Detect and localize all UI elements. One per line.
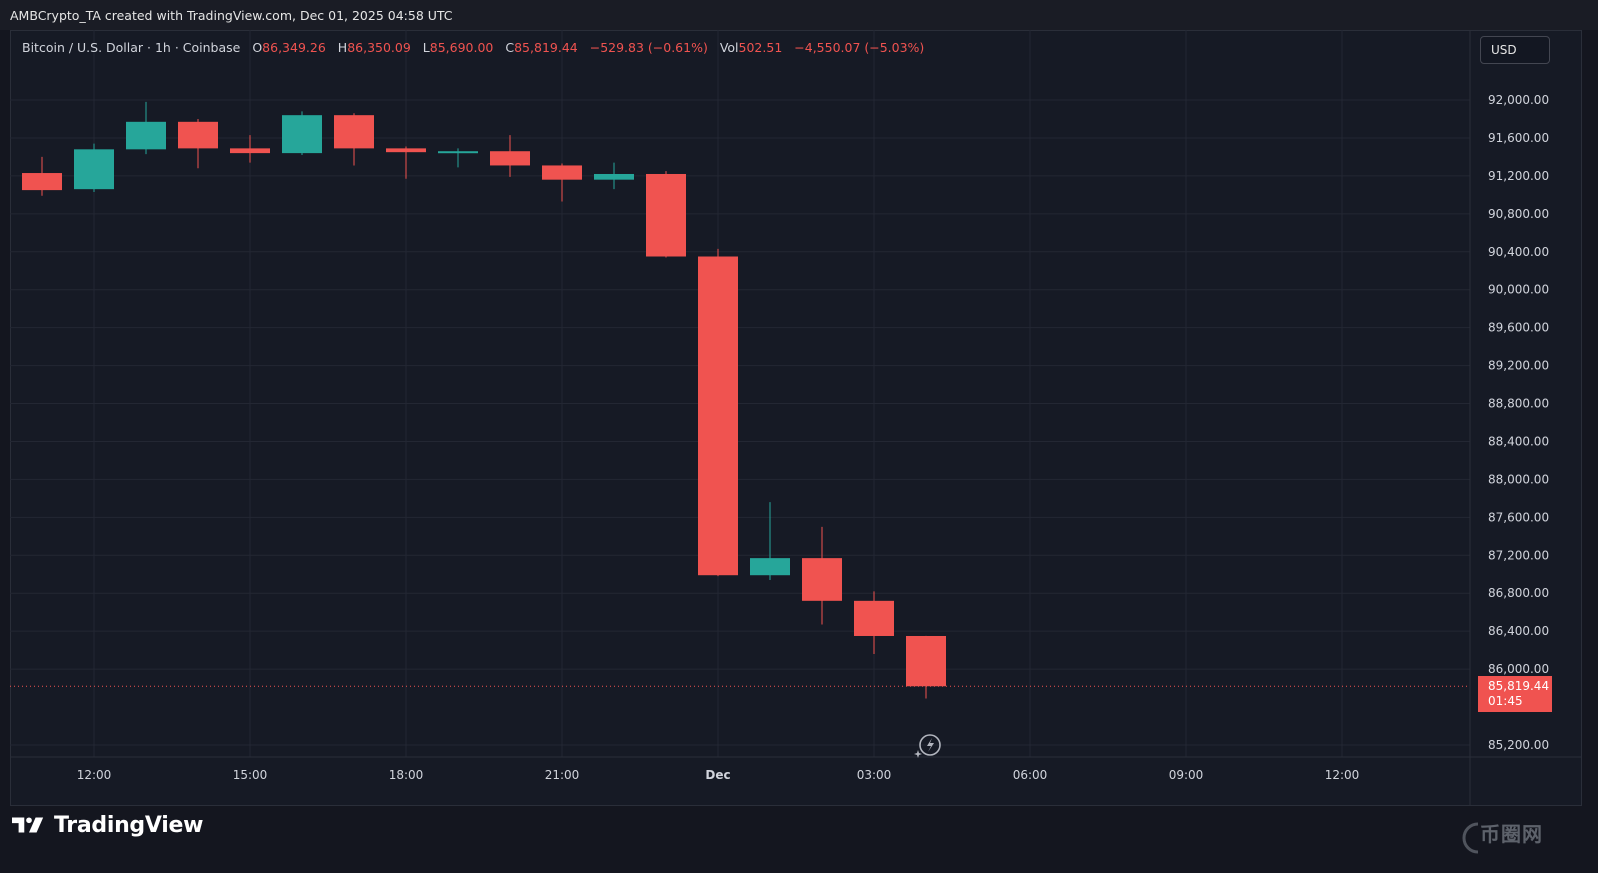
candle-bullish[interactable] xyxy=(282,111,322,156)
candle-body xyxy=(802,558,842,601)
candle-body xyxy=(542,165,582,180)
high-value: 86,350.09 xyxy=(347,40,411,55)
candle-body xyxy=(126,121,166,150)
candle-bullish[interactable] xyxy=(126,101,166,155)
price-tick-label: 85,200.00 xyxy=(1488,738,1549,752)
price-tick-label: 88,400.00 xyxy=(1488,434,1549,448)
price-tick-label: 92,000.00 xyxy=(1488,93,1549,107)
time-axis-labels[interactable]: 12:00 15:00 18:00 21:00 Dec 03:00 06:00 09:00 12… xyxy=(77,768,1360,782)
time-tick-label: 15:00 xyxy=(233,768,268,782)
price-tick-label: 86,000.00 xyxy=(1488,662,1549,676)
candle-bearish[interactable] xyxy=(698,248,738,577)
candle-body xyxy=(646,173,686,257)
tradingview-brand[interactable]: TradingView xyxy=(12,812,203,838)
currency-button[interactable]: USD xyxy=(1480,36,1550,64)
bar-countdown: 01:45 xyxy=(1488,694,1523,708)
candle-body xyxy=(750,558,790,576)
price-axis-labels[interactable]: 85,200.00 86,000.00 86,400.00 86,800.00 87,2… xyxy=(1488,93,1549,752)
watermark-text: 币圈网 xyxy=(1480,822,1543,846)
candle-bearish[interactable] xyxy=(542,163,582,202)
price-tick-label: 87,200.00 xyxy=(1488,548,1549,562)
time-tick-label: 12:00 xyxy=(77,768,112,782)
candle-bullish[interactable] xyxy=(750,502,790,580)
price-tick-label: 89,600.00 xyxy=(1488,321,1549,335)
price-tick-label: 90,000.00 xyxy=(1488,283,1549,297)
volume-value: 502.51 xyxy=(738,40,783,55)
time-tick-label: Dec xyxy=(705,768,730,782)
candle-body xyxy=(698,256,738,576)
open-value: 86,349.26 xyxy=(262,40,326,55)
candle-bullish[interactable] xyxy=(594,162,634,190)
time-tick-label: 03:00 xyxy=(857,768,892,782)
candle-body xyxy=(490,151,530,166)
volume-label: Vol xyxy=(719,40,739,55)
candle-body xyxy=(178,121,218,149)
price-tick-label: 90,800.00 xyxy=(1488,207,1549,221)
candle-body xyxy=(282,115,322,154)
candle-bearish[interactable] xyxy=(490,135,530,177)
candle-bearish[interactable] xyxy=(646,171,686,258)
last-price-value: 85,819.44 xyxy=(1488,679,1550,693)
change-value: −529.83 (−0.61%) xyxy=(589,40,708,55)
candle-body xyxy=(74,149,114,190)
candle-bearish[interactable] xyxy=(230,135,270,163)
grid-lines xyxy=(10,30,1470,757)
open-label: O xyxy=(252,40,263,55)
candle-bearish[interactable] xyxy=(906,635,946,699)
candle-body xyxy=(906,635,946,687)
time-tick-label: 18:00 xyxy=(389,768,424,782)
candle-bullish[interactable] xyxy=(74,143,114,193)
price-tick-label: 88,000.00 xyxy=(1488,472,1549,486)
candles xyxy=(10,101,1470,699)
high-label: H xyxy=(337,40,348,55)
price-tick-label: 86,800.00 xyxy=(1488,586,1549,600)
candle-body xyxy=(22,173,62,191)
price-tick-label: 89,200.00 xyxy=(1488,359,1549,373)
symbol-label[interactable]: Bitcoin / U.S. Dollar · 1h · Coinbase xyxy=(22,40,241,55)
candle-body xyxy=(438,151,478,154)
candle-body xyxy=(334,115,374,149)
tradingview-logo-icon xyxy=(12,817,44,833)
attribution-bar: AMBCrypto_TA created with TradingView.co… xyxy=(0,0,1598,30)
candle-body xyxy=(854,600,894,636)
ohlc-legend: Bitcoin / U.S. Dollar · 1h · Coinbase O8… xyxy=(22,40,924,55)
candle-bearish[interactable] xyxy=(386,146,426,179)
price-tick-label: 90,400.00 xyxy=(1488,245,1549,259)
attribution-text: AMBCrypto_TA created with TradingView.co… xyxy=(10,8,453,23)
price-tick-label: 87,600.00 xyxy=(1488,510,1549,524)
candle-body xyxy=(386,148,426,153)
candle-bearish[interactable] xyxy=(854,591,894,654)
candle-body xyxy=(594,173,634,180)
candle-bearish[interactable] xyxy=(22,156,62,196)
candle-bullish[interactable] xyxy=(438,148,478,168)
candle-bearish[interactable] xyxy=(178,118,218,169)
time-tick-label: 12:00 xyxy=(1325,768,1360,782)
time-tick-label: 06:00 xyxy=(1013,768,1048,782)
price-tick-label: 86,400.00 xyxy=(1488,624,1549,638)
lightning-reset-icon[interactable] xyxy=(913,733,943,759)
low-label: L xyxy=(422,40,430,55)
price-tick-label: 88,800.00 xyxy=(1488,397,1549,411)
candle-bearish[interactable] xyxy=(802,526,842,625)
candle-body xyxy=(230,148,270,154)
time-tick-label: 09:00 xyxy=(1169,768,1204,782)
low-value: 85,690.00 xyxy=(429,40,494,55)
close-value: 85,819.44 xyxy=(514,40,578,55)
chart-frame[interactable] xyxy=(10,30,1582,806)
candle-bearish[interactable] xyxy=(334,113,374,166)
price-tick-label: 91,200.00 xyxy=(1488,169,1549,183)
brand-name: TradingView xyxy=(54,812,204,838)
volume-change-value: −4,550.07 (−5.03%) xyxy=(794,40,925,55)
close-label: C xyxy=(505,40,515,55)
watermark-logo-icon xyxy=(1462,822,1479,854)
last-price-tag: 85,819.44 01:45 xyxy=(1478,676,1552,712)
price-tick-label: 91,600.00 xyxy=(1488,131,1549,145)
time-tick-label: 21:00 xyxy=(545,768,580,782)
